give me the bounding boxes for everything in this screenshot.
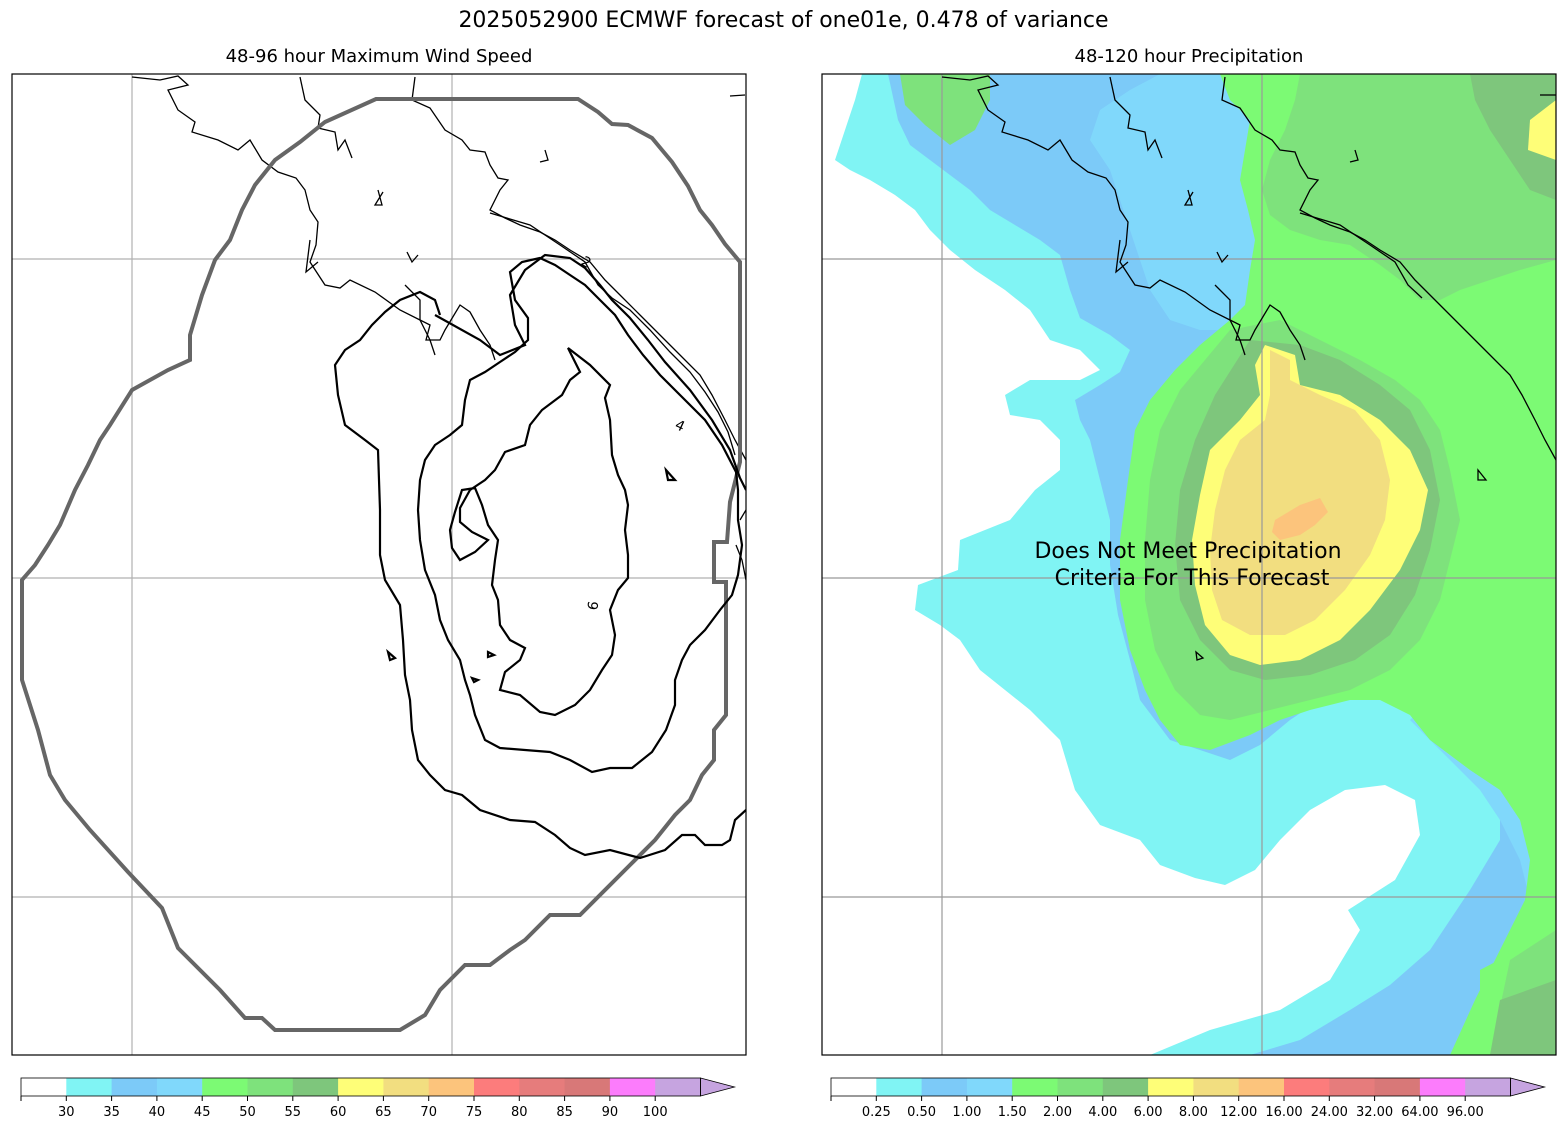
wind-contour-6 xyxy=(448,347,630,717)
wind-contour-2 xyxy=(434,253,746,491)
wind-colorbar-tick-label: 80 xyxy=(511,1105,528,1120)
wind-colorbar-swatch xyxy=(474,1078,520,1096)
wind-coastline xyxy=(131,75,746,581)
wind-colorbar-swatch xyxy=(655,1078,701,1096)
precip-colorbar: 0.25 0.50 1.00 1.50 2.00 4.00 6.00 8.00 12.00 16.… xyxy=(830,1077,1547,1120)
precip-colorbar-swatch xyxy=(1419,1078,1466,1096)
wind-colorbar-tick-label: 50 xyxy=(239,1105,256,1120)
wind-colorbar-tick-label: 75 xyxy=(466,1105,483,1120)
wind-colorbar-swatch xyxy=(383,1078,430,1096)
wind-colorbar-tick-label: 60 xyxy=(330,1105,347,1120)
wind-colorbar-swatch xyxy=(609,1078,656,1096)
wind-colorbar: 30 35 40 45 50 55 60 65 70 75 80 85 90 100 xyxy=(20,1077,737,1120)
precip-colorbar-swatch xyxy=(1193,1078,1240,1096)
precip-colorbar-swatch xyxy=(1238,1078,1285,1096)
precip-criteria-note-line2: Criteria For This Forecast xyxy=(1055,566,1330,591)
wind-colorbar-tick-label: 100 xyxy=(643,1105,668,1120)
precip-band-800 xyxy=(1210,350,1390,635)
wind-colorbar-frame xyxy=(20,1077,701,1097)
wind-colorbar-tick-label: 30 xyxy=(58,1105,75,1120)
precip-colorbar-tick-label: 96.00 xyxy=(1447,1105,1484,1120)
precip-colorbar-swatch xyxy=(1329,1078,1376,1096)
precip-gridlines xyxy=(822,74,1556,1055)
precip-colorbar-tick-label: 0.25 xyxy=(862,1105,891,1120)
precip-colorbar-swatch xyxy=(1465,1078,1511,1096)
precip-colorbar-swatch xyxy=(1102,1078,1149,1096)
precip-colorbar-tick-label: 1.50 xyxy=(998,1105,1027,1120)
wind-panel-title: 48-96 hour Maximum Wind Speed xyxy=(225,46,533,67)
wind-colorbar-swatch xyxy=(66,1078,113,1096)
wind-map-frame xyxy=(11,73,747,1056)
wind-colorbar-tick-label: 40 xyxy=(149,1105,166,1120)
precip-colorbar-swatch xyxy=(921,1078,968,1096)
wind-colorbar-swatch xyxy=(156,1078,203,1096)
wind-colorbar-swatch xyxy=(338,1078,384,1096)
figure-title: 2025052900 ECMWF forecast of one01e, 0.4… xyxy=(458,8,1109,33)
precip-map-frame xyxy=(821,73,1557,1056)
wind-colorbar-tick-label: 35 xyxy=(103,1105,120,1120)
wind-colorbar-swatch xyxy=(292,1078,339,1096)
wind-colorbar-swatch xyxy=(247,1078,294,1096)
precip-colorbar-tick-label: 24.00 xyxy=(1311,1105,1348,1120)
precip-criteria-note-line1: Does Not Meet Precipitation xyxy=(1034,539,1341,564)
wind-colorbar-tick-label: 85 xyxy=(556,1105,573,1120)
precip-colorbar-swatch xyxy=(831,1078,877,1096)
precip-colorbar-swatch xyxy=(876,1078,923,1096)
wind-colorbar-extend-arrow xyxy=(700,1077,737,1097)
wind-colorbar-tick-label: 70 xyxy=(420,1105,437,1120)
precip-band-1200 xyxy=(1272,498,1328,540)
wind-colorbar-tick-label: 45 xyxy=(194,1105,211,1120)
precip-colorbar-swatch xyxy=(1148,1078,1194,1096)
precip-coastline xyxy=(941,75,1556,661)
wind-colorbar-swatch xyxy=(428,1078,475,1096)
wind-colorbar-tick-label: 65 xyxy=(375,1105,392,1120)
forecast-envelope xyxy=(20,97,742,1032)
wind-contour-4 xyxy=(416,256,744,774)
wind-colorbar-swatch xyxy=(202,1078,248,1096)
precip-colorbar-swatch xyxy=(1284,1078,1330,1096)
precip-colorbar-tick-label: 32.00 xyxy=(1356,1105,1393,1120)
precip-colorbar-tick-label: 64.00 xyxy=(1401,1105,1438,1120)
precip-colorbar-tick-label: 16.00 xyxy=(1265,1105,1302,1120)
precip-map: Does Not Meet Precipitation Criteria For… xyxy=(822,74,1556,1055)
wind-colorbar-tick-label: 55 xyxy=(285,1105,302,1120)
precip-colorbar-frame xyxy=(830,1077,1511,1097)
wind-colorbar-swatch xyxy=(111,1078,158,1096)
precip-colorbar-swatch xyxy=(966,1078,1013,1096)
precip-colorbar-tick-label: 2.00 xyxy=(1043,1105,1072,1120)
precip-colorbar-swatch xyxy=(1374,1078,1421,1096)
wind-gridlines xyxy=(12,74,746,1055)
wind-colorbar-swatch xyxy=(564,1078,611,1096)
precip-band-200 xyxy=(1262,74,1556,300)
wind-contour-label-6: 6 xyxy=(585,600,602,612)
wind-colorbar-swatch xyxy=(21,1078,67,1096)
wind-contours xyxy=(333,253,746,860)
precip-colorbar-extend-arrow xyxy=(1510,1077,1547,1097)
precip-colorbar-tick-label: 6.00 xyxy=(1134,1105,1163,1120)
wind-colorbar-swatch xyxy=(519,1078,566,1096)
precip-colorbar-swatch xyxy=(1057,1078,1104,1096)
wind-map: 2 4 6 xyxy=(12,74,746,1055)
precip-colorbar-tick-label: 1.00 xyxy=(952,1105,981,1120)
precip-colorbar-tick-label: 0.50 xyxy=(907,1105,936,1120)
precip-colorbar-tick-label: 4.00 xyxy=(1088,1105,1117,1120)
precip-colorbar-tick-label: 12.00 xyxy=(1220,1105,1257,1120)
precip-colorbar-tick-label: 8.00 xyxy=(1179,1105,1208,1120)
precip-colorbar-swatch xyxy=(1012,1078,1058,1096)
wind-colorbar-tick-label: 90 xyxy=(602,1105,619,1120)
precip-panel-title: 48-120 hour Precipitation xyxy=(1074,46,1304,67)
